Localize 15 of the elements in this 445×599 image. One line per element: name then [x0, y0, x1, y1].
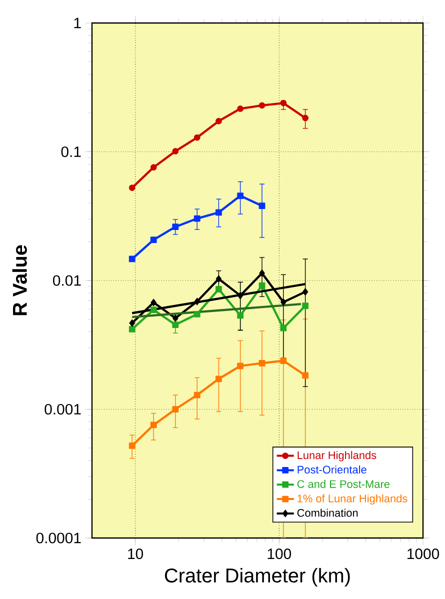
y-axis-title: R Value — [12, 245, 27, 316]
legend-label: C and E Post-Mare — [297, 480, 390, 488]
x-tick-label: 1000 — [408, 548, 440, 560]
legend-label: Lunar Highlands — [298, 451, 376, 462]
x-axis-title: Crater Diameter (km) — [164, 568, 350, 587]
y-tick-label: 0.0001 — [36, 532, 81, 544]
y-tick-label: 1 — [74, 18, 81, 28]
legend-label: Combination — [297, 508, 358, 517]
y-tick-label: 0.1 — [61, 146, 81, 158]
x-tick-label: 100 — [268, 548, 292, 560]
x-tick-label: 10 — [128, 548, 144, 560]
y-tick-label: 0.001 — [44, 404, 81, 415]
legend-label: 1% of Lunar Highlands — [298, 494, 408, 505]
legend-label: Post-Orientale — [298, 465, 366, 474]
y-tick-label: 0.01 — [52, 275, 81, 286]
